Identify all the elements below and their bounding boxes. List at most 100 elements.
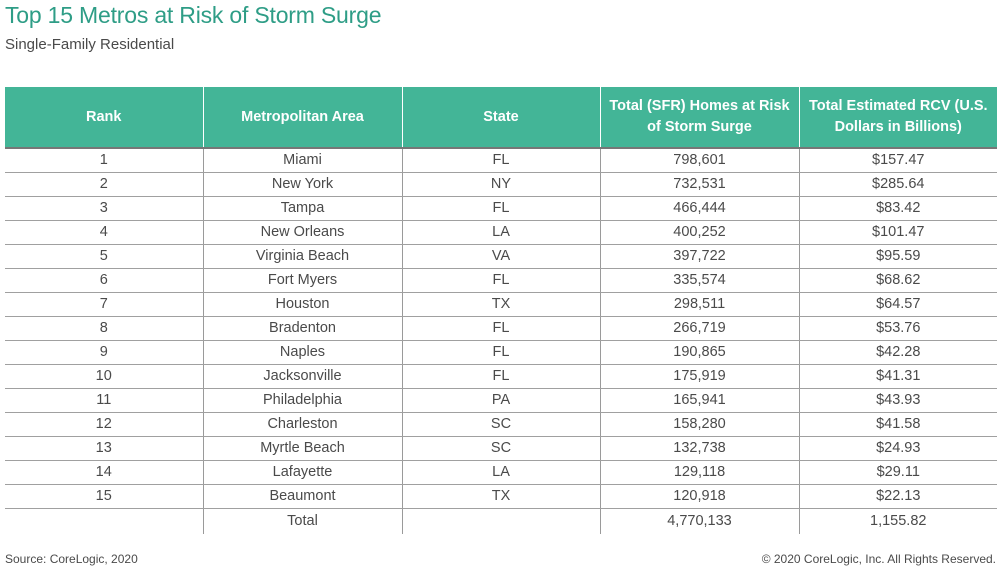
- cell-rank: 14: [5, 460, 203, 485]
- cell-homes: 165,941: [599, 388, 799, 413]
- header-rcv: Total Estimated RCV (U.S. Dollars in Bil…: [798, 87, 997, 149]
- cell-state: SC: [401, 436, 600, 461]
- table-row: 9 Naples FL 190,865 $42.28: [5, 340, 997, 365]
- cell-state: SC: [401, 412, 600, 437]
- cell-state: FL: [401, 364, 600, 389]
- total-homes: 4,770,133: [599, 508, 799, 534]
- table-header: Rank Metropolitan Area State Total (SFR)…: [5, 87, 997, 149]
- table-row: 6 Fort Myers FL 335,574 $68.62: [5, 268, 997, 293]
- cell-metro: Houston: [202, 292, 402, 317]
- source-note: Source: CoreLogic, 2020: [5, 552, 138, 566]
- cell-rank: 8: [5, 316, 203, 341]
- table-row: 14 Lafayette LA 129,118 $29.11: [5, 460, 997, 485]
- total-cell-empty: [401, 508, 600, 534]
- table-row: 2 New York NY 732,531 $285.64: [5, 172, 997, 197]
- cell-rcv: $101.47: [798, 220, 997, 245]
- table-row: 7 Houston TX 298,511 $64.57: [5, 292, 997, 317]
- cell-rcv: $24.93: [798, 436, 997, 461]
- cell-metro: Charleston: [202, 412, 402, 437]
- cell-state: TX: [401, 484, 600, 509]
- cell-state: PA: [401, 388, 600, 413]
- cell-metro: Fort Myers: [202, 268, 402, 293]
- cell-rank: 7: [5, 292, 203, 317]
- total-row: Total 4,770,133 1,155.82: [5, 508, 997, 535]
- cell-rcv: $41.31: [798, 364, 997, 389]
- cell-rank: 3: [5, 196, 203, 221]
- cell-metro: Tampa: [202, 196, 402, 221]
- cell-state: FL: [401, 196, 600, 221]
- cell-metro: Jacksonville: [202, 364, 402, 389]
- header-homes: Total (SFR) Homes at Risk of Storm Surge: [599, 87, 799, 149]
- cell-rank: 12: [5, 412, 203, 437]
- table-row: 12 Charleston SC 158,280 $41.58: [5, 412, 997, 437]
- cell-metro: New Orleans: [202, 220, 402, 245]
- cell-rank: 13: [5, 436, 203, 461]
- cell-rcv: $53.76: [798, 316, 997, 341]
- cell-homes: 466,444: [599, 196, 799, 221]
- total-label: Total: [202, 508, 402, 534]
- cell-homes: 266,719: [599, 316, 799, 341]
- table-row: 5 Virginia Beach VA 397,722 $95.59: [5, 244, 997, 269]
- copyright-note: © 2020 CoreLogic, Inc. All Rights Reserv…: [761, 552, 996, 566]
- header-metro: Metropolitan Area: [202, 87, 402, 149]
- cell-metro: Naples: [202, 340, 402, 365]
- cell-state: FL: [401, 148, 600, 173]
- header-rank: Rank: [5, 87, 203, 149]
- total-rcv: 1,155.82: [798, 508, 997, 534]
- cell-homes: 190,865: [599, 340, 799, 365]
- cell-state: FL: [401, 268, 600, 293]
- cell-state: LA: [401, 220, 600, 245]
- cell-metro: Lafayette: [202, 460, 402, 485]
- chart-title: Top 15 Metros at Risk of Storm Surge: [5, 2, 382, 28]
- table-row: 1 Miami FL 798,601 $157.47: [5, 148, 997, 173]
- cell-metro: Myrtle Beach: [202, 436, 402, 461]
- cell-metro: Bradenton: [202, 316, 402, 341]
- table-row: 8 Bradenton FL 266,719 $53.76: [5, 316, 997, 341]
- cell-rcv: $29.11: [798, 460, 997, 485]
- cell-homes: 400,252: [599, 220, 799, 245]
- cell-rcv: $157.47: [798, 148, 997, 173]
- cell-rank: 15: [5, 484, 203, 509]
- cell-state: FL: [401, 316, 600, 341]
- cell-homes: 129,118: [599, 460, 799, 485]
- table-row: 4 New Orleans LA 400,252 $101.47: [5, 220, 997, 245]
- cell-homes: 732,531: [599, 172, 799, 197]
- cell-rcv: $43.93: [798, 388, 997, 413]
- cell-homes: 397,722: [599, 244, 799, 269]
- cell-rank: 6: [5, 268, 203, 293]
- cell-rcv: $83.42: [798, 196, 997, 221]
- cell-rcv: $22.13: [798, 484, 997, 509]
- cell-state: VA: [401, 244, 600, 269]
- cell-homes: 120,918: [599, 484, 799, 509]
- table-row: 10 Jacksonville FL 175,919 $41.31: [5, 364, 997, 389]
- table-row: 3 Tampa FL 466,444 $83.42: [5, 196, 997, 221]
- cell-metro: New York: [202, 172, 402, 197]
- cell-metro: Virginia Beach: [202, 244, 402, 269]
- cell-metro: Beaumont: [202, 484, 402, 509]
- cell-rank: 4: [5, 220, 203, 245]
- cell-homes: 132,738: [599, 436, 799, 461]
- cell-homes: 335,574: [599, 268, 799, 293]
- table-row: 15 Beaumont TX 120,918 $22.13: [5, 484, 997, 509]
- cell-rank: 2: [5, 172, 203, 197]
- cell-rcv: $95.59: [798, 244, 997, 269]
- table-row: 11 Philadelphia PA 165,941 $43.93: [5, 388, 997, 413]
- cell-rcv: $68.62: [798, 268, 997, 293]
- cell-state: LA: [401, 460, 600, 485]
- cell-rank: 5: [5, 244, 203, 269]
- cell-rank: 11: [5, 388, 203, 413]
- cell-state: TX: [401, 292, 600, 317]
- cell-homes: 798,601: [599, 148, 799, 173]
- total-cell-empty: [5, 509, 203, 535]
- header-state: State: [401, 87, 600, 149]
- cell-homes: 175,919: [599, 364, 799, 389]
- cell-homes: 298,511: [599, 292, 799, 317]
- cell-rank: 10: [5, 364, 203, 389]
- cell-metro: Miami: [202, 148, 402, 173]
- cell-rcv: $41.58: [798, 412, 997, 437]
- table-row: 13 Myrtle Beach SC 132,738 $24.93: [5, 436, 997, 461]
- cell-state: FL: [401, 340, 600, 365]
- cell-homes: 158,280: [599, 412, 799, 437]
- cell-rcv: $42.28: [798, 340, 997, 365]
- cell-rank: 9: [5, 340, 203, 365]
